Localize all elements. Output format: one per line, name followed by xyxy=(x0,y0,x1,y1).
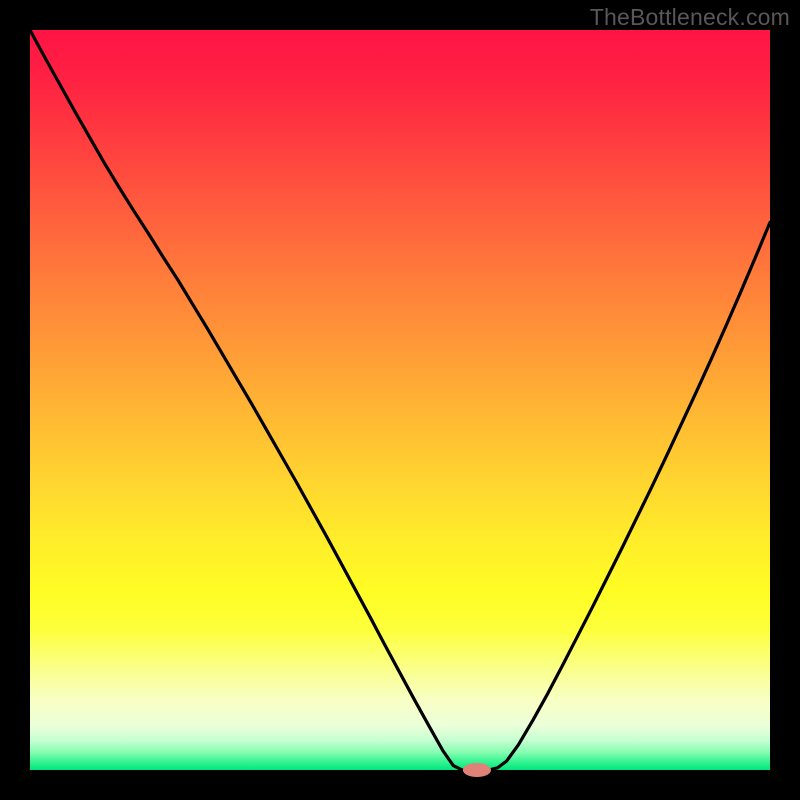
plot-background xyxy=(30,30,770,770)
bottleneck-chart xyxy=(0,0,800,800)
optimum-marker xyxy=(463,763,491,777)
chart-frame: TheBottleneck.com xyxy=(0,0,800,800)
watermark-text: TheBottleneck.com xyxy=(590,4,790,31)
